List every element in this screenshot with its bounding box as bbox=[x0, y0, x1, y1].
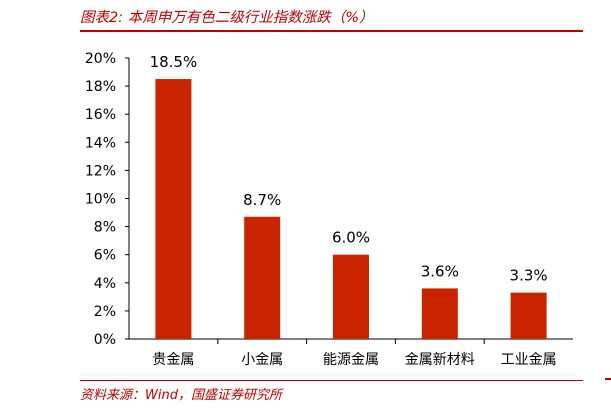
bar-3 bbox=[421, 288, 458, 339]
y-ticks: 0% 2% 4% 6% 8% 10% 12% 14% 16% 18% 20% bbox=[85, 51, 129, 348]
bar-2 bbox=[333, 254, 369, 339]
category-label: 工业金属 bbox=[501, 352, 557, 368]
data-label: 6.0% bbox=[332, 229, 370, 247]
y-tick-label: 10% bbox=[85, 192, 116, 208]
bar-1 bbox=[244, 216, 281, 339]
category-label: 小金属 bbox=[241, 352, 283, 368]
corner-mark bbox=[605, 378, 611, 380]
source-rule bbox=[80, 380, 583, 381]
y-tick-label: 18% bbox=[85, 79, 116, 95]
y-tick-label: 16% bbox=[85, 107, 116, 123]
category-label: 金属新材料 bbox=[405, 352, 475, 368]
category-label: 能源金属 bbox=[323, 352, 379, 368]
data-label: 3.6% bbox=[421, 262, 459, 280]
category-labels: 贵金属 小金属 能源金属 金属新材料 工业金属 bbox=[152, 339, 557, 368]
y-tick-label: 2% bbox=[94, 304, 116, 320]
y-tick-label: 0% bbox=[94, 332, 116, 348]
y-tick-label: 12% bbox=[85, 163, 116, 179]
data-labels: 18.5% 8.7% 6.0% 3.6% 3.3% bbox=[150, 53, 548, 285]
bar-0 bbox=[155, 79, 192, 339]
y-tick-label: 20% bbox=[85, 51, 116, 67]
data-label: 18.5% bbox=[150, 53, 198, 71]
data-label: 8.7% bbox=[243, 191, 281, 209]
figure-title: 图表2: 本周申万有色二级行业指数涨跌（%） bbox=[80, 10, 374, 26]
bar-4 bbox=[510, 292, 547, 339]
data-label: 3.3% bbox=[510, 267, 548, 285]
category-label: 贵金属 bbox=[152, 352, 194, 368]
bars bbox=[155, 79, 547, 339]
title-rule bbox=[80, 30, 583, 32]
y-tick-label: 6% bbox=[94, 248, 116, 264]
y-tick-label: 8% bbox=[94, 220, 116, 236]
y-tick-label: 14% bbox=[85, 135, 116, 151]
y-tick-label: 4% bbox=[94, 276, 116, 292]
source-note: 资料来源：Wind，国盛证券研究所 bbox=[80, 388, 282, 403]
